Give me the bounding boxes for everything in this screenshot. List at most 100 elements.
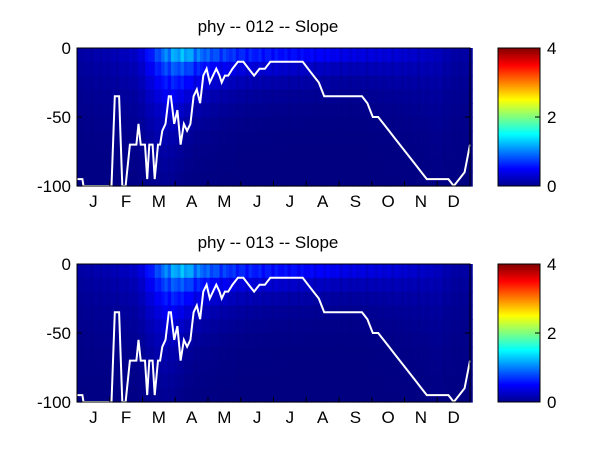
heat-cell	[433, 130, 438, 146]
heat-cell	[213, 277, 217, 293]
heat-cell	[287, 291, 292, 306]
heat-cell	[417, 103, 421, 118]
heat-cell	[83, 89, 88, 104]
heat-cell	[187, 103, 191, 118]
heat-cell	[119, 89, 123, 104]
heat-cell	[378, 291, 383, 306]
heat-cell	[180, 158, 185, 173]
heat-cell	[245, 374, 250, 389]
heat-cell	[449, 346, 454, 362]
heat-cell	[135, 61, 140, 77]
heat-cell	[209, 264, 214, 279]
heat-cell	[86, 158, 91, 173]
heat-cell	[374, 75, 379, 90]
heat-cell	[404, 117, 408, 132]
heat-cell	[112, 388, 117, 403]
heat-cell	[274, 374, 279, 389]
heat-cell	[216, 360, 221, 375]
heat-cell	[362, 48, 366, 63]
heat-cell	[342, 360, 347, 375]
heat-cell	[443, 319, 447, 334]
heat-cell	[420, 305, 425, 320]
heat-cell	[374, 360, 379, 375]
heat-cell	[248, 360, 253, 375]
heat-cell	[174, 89, 179, 104]
heat-cell	[216, 346, 221, 362]
heat-cell	[462, 48, 467, 63]
heat-cell	[232, 144, 237, 159]
heat-cell	[413, 346, 418, 362]
heat-cell	[102, 75, 107, 90]
heat-cell	[264, 360, 269, 375]
heat-cell	[132, 360, 136, 375]
heat-cell	[154, 264, 159, 279]
heat-cell	[339, 48, 344, 63]
heat-cell	[455, 360, 460, 375]
heat-cell	[138, 103, 143, 118]
heat-cell	[248, 130, 253, 146]
heat-cell	[141, 130, 146, 146]
heat-cell	[245, 360, 250, 375]
heat-cell	[300, 388, 305, 403]
heat-cell	[258, 158, 263, 173]
heat-cell	[77, 75, 81, 90]
heat-cell	[141, 158, 146, 173]
heat-cell	[319, 103, 324, 118]
heat-cell	[183, 346, 188, 362]
heat-cell	[426, 346, 431, 362]
heat-cell	[238, 360, 243, 375]
heat-cell	[387, 117, 392, 132]
heat-cell	[109, 277, 114, 293]
heat-cell	[268, 374, 272, 389]
heat-cell	[161, 89, 166, 104]
heat-cell	[394, 291, 399, 306]
heat-cell	[426, 319, 431, 334]
heat-cell	[413, 319, 418, 334]
heat-cell	[96, 48, 101, 63]
heat-cell	[310, 48, 315, 63]
heat-cell	[148, 388, 153, 403]
heat-cell	[258, 130, 263, 146]
heat-cell	[174, 374, 179, 389]
heat-cell	[462, 130, 467, 146]
heat-cell	[135, 333, 140, 348]
heat-cell	[300, 333, 305, 348]
heat-cell	[326, 291, 331, 306]
heat-cell	[245, 277, 250, 293]
heat-cell	[145, 103, 149, 118]
heat-cell	[329, 346, 334, 362]
heat-cell	[443, 346, 447, 362]
heat-cell	[80, 103, 85, 118]
heat-cell	[167, 346, 172, 362]
heat-cell	[187, 89, 191, 104]
heat-cell	[439, 277, 444, 293]
x-tick-label: J	[89, 192, 98, 211]
heat-cell	[465, 48, 470, 63]
heat-cell	[287, 305, 292, 320]
heat-cell	[404, 130, 408, 146]
heat-cell	[206, 360, 211, 375]
heat-cell	[115, 117, 120, 132]
heat-cell	[368, 158, 373, 173]
heat-cell	[157, 158, 162, 173]
heat-cell	[326, 277, 331, 293]
heat-cell	[80, 130, 85, 146]
heat-cell	[290, 305, 295, 320]
heat-cell	[274, 61, 279, 77]
heat-cell	[209, 291, 214, 306]
heat-cell	[151, 291, 156, 306]
heat-cell	[109, 48, 114, 63]
heat-cell	[319, 75, 324, 90]
heat-cell	[449, 319, 454, 334]
heat-cell	[141, 346, 146, 362]
heat-cell	[387, 75, 392, 90]
heat-cell	[303, 277, 308, 293]
heat-cell	[138, 61, 143, 77]
heat-cell	[323, 291, 327, 306]
heat-cell	[190, 305, 195, 320]
heat-cell	[349, 374, 353, 389]
heat-cell	[251, 117, 256, 132]
heat-cell	[313, 319, 318, 334]
heat-cell	[439, 360, 444, 375]
heat-cell	[465, 117, 470, 132]
